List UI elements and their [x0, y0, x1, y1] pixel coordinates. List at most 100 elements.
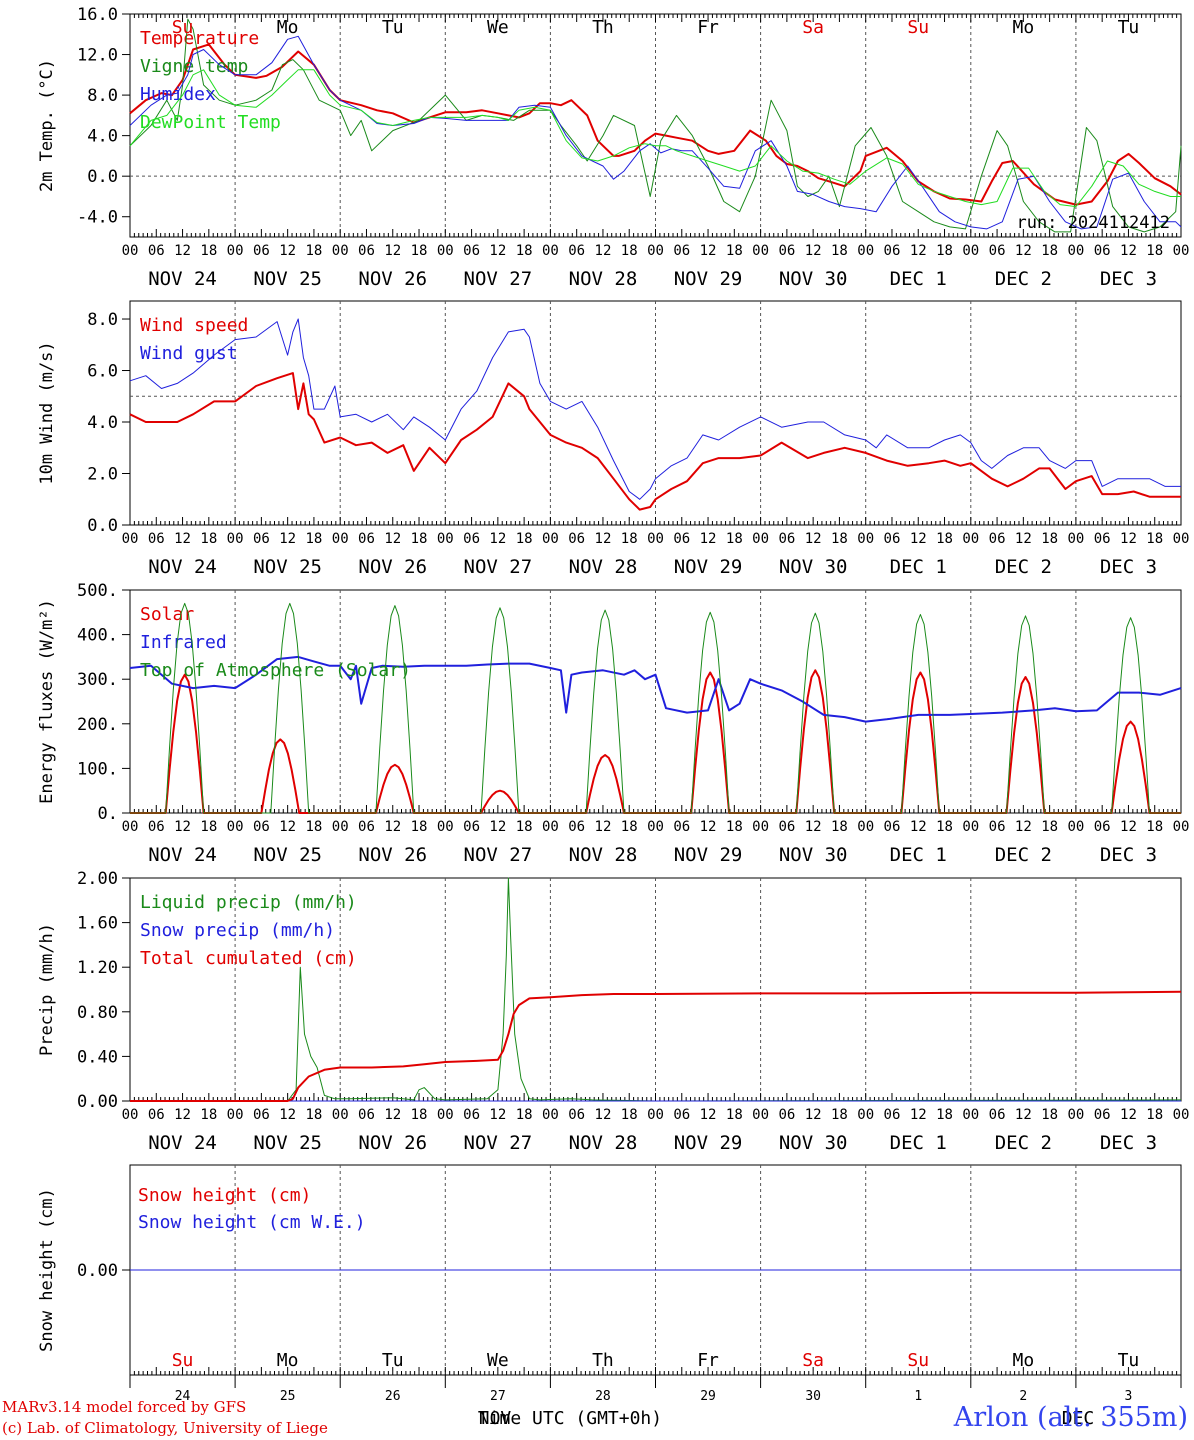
day-label: DEC 2 — [995, 268, 1052, 290]
day-label: NOV 30 — [779, 844, 848, 866]
day-label: NOV 25 — [253, 1132, 322, 1154]
hour-tick-label: 00 — [542, 1107, 559, 1123]
day-label: NOV 25 — [253, 556, 322, 578]
hour-tick-label: 12 — [489, 819, 506, 835]
hour-tick-label: 06 — [1094, 531, 1111, 547]
hour-tick-label: 06 — [148, 243, 165, 259]
y-tick-label: 4.0 — [87, 413, 118, 433]
day-number: 3 — [1125, 1389, 1133, 1404]
y-tick-label: 100. — [77, 759, 118, 779]
hour-tick-label: 06 — [673, 531, 690, 547]
hour-tick-label: 18 — [831, 531, 848, 547]
hour-tick-label: 12 — [279, 1107, 296, 1123]
weekday-label-bottom: Su — [907, 1350, 929, 1371]
day-label: NOV 28 — [569, 844, 638, 866]
day-label: DEC 2 — [995, 1132, 1052, 1154]
hour-tick-label: 18 — [516, 819, 533, 835]
hour-tick-label: 00 — [542, 531, 559, 547]
hour-tick-label: 18 — [200, 243, 217, 259]
y-axis-title: Energy fluxes (W/m²) — [37, 599, 57, 804]
hour-tick-label: 18 — [1146, 1107, 1163, 1123]
hour-tick-label: 06 — [673, 819, 690, 835]
hour-tick-label: 00 — [752, 531, 769, 547]
day-label: NOV 26 — [358, 844, 427, 866]
y-tick-label: 0.0 — [87, 167, 118, 187]
x-axis-title: Time UTC (GMT+0h) — [478, 1408, 662, 1429]
hour-tick-label: 00 — [437, 531, 454, 547]
legend-entry: Liquid precip (mm/h) — [140, 892, 357, 913]
y-tick-label: 400. — [77, 626, 118, 646]
hour-tick-label: 12 — [595, 531, 612, 547]
legend-entry: Total cumulated (cm) — [140, 948, 357, 969]
legend-entry: Solar — [140, 604, 194, 625]
hour-tick-label: 18 — [831, 1107, 848, 1123]
hour-tick-label: 18 — [621, 1107, 638, 1123]
hour-tick-label: 18 — [726, 819, 743, 835]
hour-tick-label: 06 — [148, 531, 165, 547]
legend-entry: Vigne temp — [140, 56, 248, 77]
day-label: NOV 24 — [148, 844, 217, 866]
hour-tick-label: 06 — [358, 243, 375, 259]
hour-tick-label: 06 — [989, 531, 1006, 547]
day-number: 2 — [1019, 1389, 1027, 1404]
hour-tick-label: 12 — [174, 819, 191, 835]
hour-tick-label: 00 — [1173, 243, 1190, 259]
hour-tick-label: 12 — [279, 243, 296, 259]
hour-tick-label: 00 — [962, 1107, 979, 1123]
hour-tick-label: 12 — [700, 1107, 717, 1123]
day-label: NOV 24 — [148, 556, 217, 578]
lab-credit: (c) Lab. of Climatology, University of L… — [2, 1419, 328, 1437]
hour-tick-label: 18 — [411, 1107, 428, 1123]
day-number: 29 — [700, 1389, 716, 1404]
hour-tick-label: 18 — [621, 819, 638, 835]
hour-tick-label: 12 — [174, 243, 191, 259]
hour-tick-label: 12 — [384, 1107, 401, 1123]
hour-tick-label: 12 — [279, 819, 296, 835]
series-line-1 — [129, 318, 1181, 500]
hour-tick-label: 12 — [700, 531, 717, 547]
day-label: NOV 30 — [779, 1132, 848, 1154]
y-tick-label: 4.0 — [87, 127, 118, 147]
hour-tick-label: 18 — [726, 1107, 743, 1123]
hour-tick-label: 00 — [437, 819, 454, 835]
y-axis-title: Snow height (cm) — [37, 1188, 57, 1352]
hour-tick-label: 06 — [1094, 1107, 1111, 1123]
y-tick-label: 0.0 — [87, 516, 118, 536]
day-label: NOV 29 — [674, 844, 743, 866]
day-label: NOV 29 — [674, 556, 743, 578]
weekday-label-bottom: Tu — [382, 1350, 404, 1371]
hour-tick-label: 18 — [200, 531, 217, 547]
hour-tick-label: 06 — [568, 819, 585, 835]
y-tick-label: 0.00 — [77, 1092, 118, 1112]
day-number: 25 — [280, 1389, 296, 1404]
hour-tick-label: 12 — [805, 243, 822, 259]
hour-tick-label: 12 — [1015, 1107, 1032, 1123]
hour-tick-label: 18 — [831, 243, 848, 259]
hour-tick-label: 00 — [752, 819, 769, 835]
day-label: NOV 28 — [569, 1132, 638, 1154]
hour-tick-label: 00 — [542, 243, 559, 259]
hour-tick-label: 18 — [200, 1107, 217, 1123]
hour-tick-label: 00 — [437, 1107, 454, 1123]
series-line-1 — [129, 655, 1182, 723]
series-line-1 — [129, 18, 1182, 233]
day-label: DEC 1 — [890, 268, 947, 290]
hour-tick-label: 06 — [884, 1107, 901, 1123]
hour-tick-label: 18 — [1146, 819, 1163, 835]
hour-tick-label: 06 — [358, 531, 375, 547]
series-line-0 — [129, 43, 1182, 206]
hour-tick-label: 18 — [411, 243, 428, 259]
hour-tick-label: 12 — [700, 819, 717, 835]
y-tick-label: 2.00 — [77, 869, 118, 889]
hour-tick-label: 06 — [884, 531, 901, 547]
hour-tick-label: 18 — [936, 819, 953, 835]
day-label: NOV 27 — [464, 844, 533, 866]
hour-tick-label: 06 — [989, 243, 1006, 259]
model-credit: MARv3.14 model forced by GFS — [2, 1398, 247, 1416]
hour-tick-label: 12 — [489, 243, 506, 259]
hour-tick-label: 00 — [647, 531, 664, 547]
weekday-label-top: Mo — [1013, 17, 1035, 38]
hour-tick-label: 06 — [568, 531, 585, 547]
hour-tick-label: 18 — [936, 1107, 953, 1123]
hour-tick-label: 12 — [384, 531, 401, 547]
